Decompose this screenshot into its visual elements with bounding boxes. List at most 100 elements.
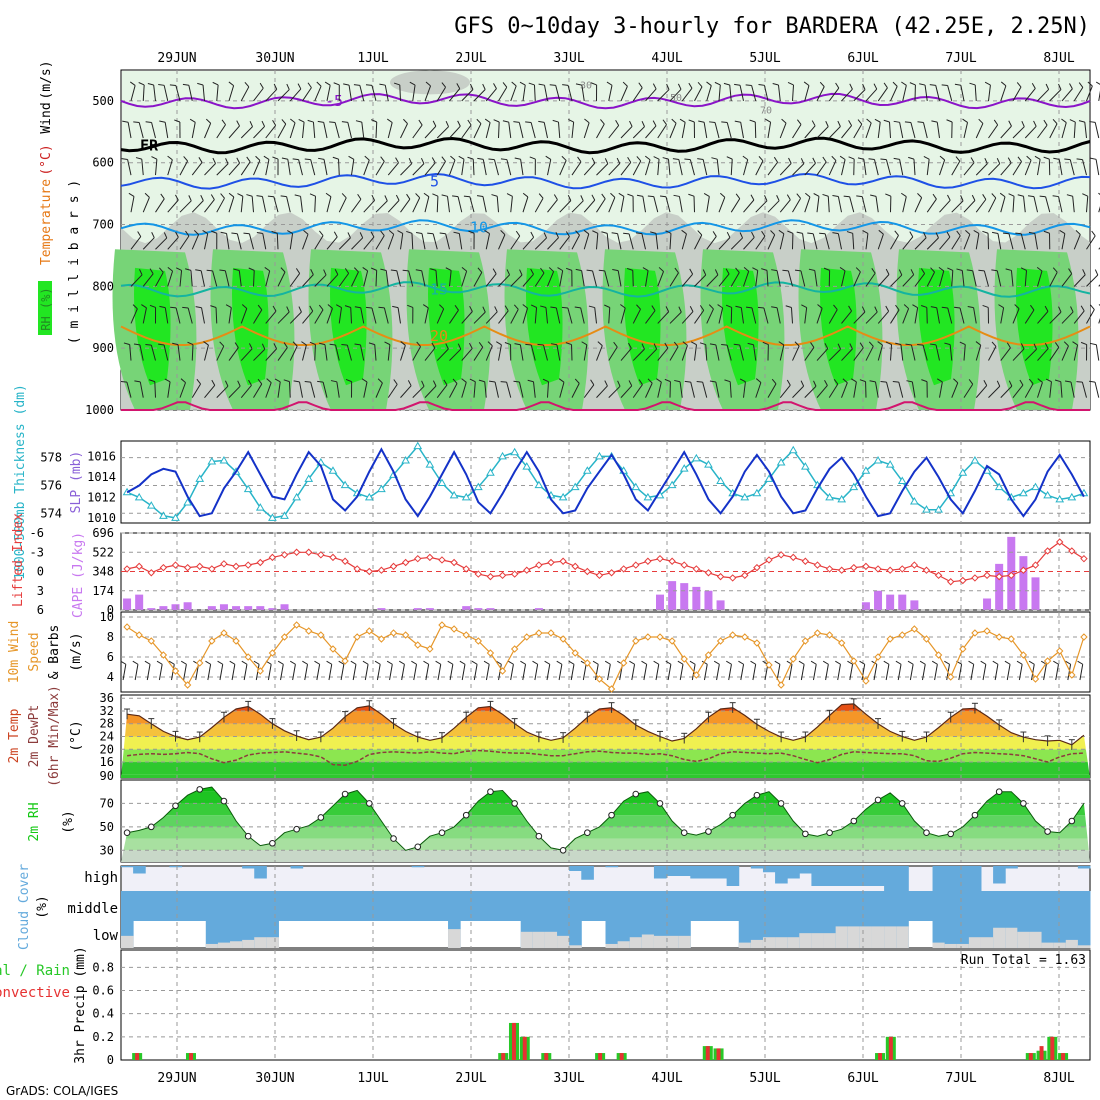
wind-barb bbox=[1024, 125, 1037, 139]
wind-barb-flag bbox=[522, 304, 528, 309]
wind-barb bbox=[277, 123, 287, 139]
wind-barb bbox=[804, 347, 815, 361]
lifted-index-marker bbox=[256, 558, 265, 567]
wind-barb-flag bbox=[453, 231, 460, 234]
wind-speed-marker bbox=[535, 629, 543, 637]
wind-barb-flag bbox=[380, 230, 385, 236]
thickness-tick-label: 576 bbox=[40, 478, 62, 492]
wind-barb-flag bbox=[800, 380, 805, 387]
wind-barb-flag bbox=[604, 158, 609, 164]
wind-barb-flag bbox=[850, 378, 857, 383]
rh-marker bbox=[971, 811, 979, 819]
wind-barb-flag bbox=[824, 379, 828, 386]
lifted-index-marker bbox=[474, 570, 483, 578]
wind-barb bbox=[963, 234, 971, 250]
wind-barb bbox=[445, 233, 450, 250]
wind-barb-flag bbox=[611, 232, 618, 235]
wind-barb-flag bbox=[773, 156, 778, 163]
temperature-contour-label: 20 bbox=[430, 327, 448, 345]
rh-contour-label: 70 bbox=[760, 105, 772, 116]
wind-barb bbox=[153, 84, 156, 101]
cloud-middle-bar bbox=[653, 891, 667, 921]
wind-barb-flag bbox=[1095, 81, 1100, 85]
wind-barb-flag bbox=[323, 269, 327, 276]
bottom-date-label: 8JUL bbox=[1043, 1071, 1074, 1086]
wind-barb-flag bbox=[395, 157, 399, 164]
wind-barb bbox=[387, 122, 393, 139]
wind-barb bbox=[890, 274, 903, 287]
cape-bar bbox=[886, 594, 895, 610]
wind-barb-flag bbox=[225, 304, 232, 309]
slp-tick-label: 1016 bbox=[87, 449, 116, 463]
wind-barb bbox=[240, 385, 252, 398]
wind-barb-flag bbox=[1016, 82, 1022, 88]
wind-barb-flag bbox=[280, 195, 287, 198]
cloud-level-label: high bbox=[84, 870, 118, 886]
wind-barb-flag bbox=[461, 266, 467, 272]
wind-barb bbox=[461, 89, 474, 102]
wind-barb bbox=[975, 345, 982, 361]
wind-barb-flag bbox=[175, 194, 179, 201]
wind-barb bbox=[387, 234, 395, 250]
surface-wind-barb-flag bbox=[1004, 660, 1011, 665]
cloud-high-bar bbox=[993, 866, 1006, 884]
lifted-index-marker bbox=[922, 566, 931, 574]
wind-barb bbox=[581, 270, 585, 287]
wind-barb bbox=[412, 163, 425, 176]
wind-barb bbox=[204, 344, 209, 361]
wind-barb bbox=[436, 196, 439, 213]
wind-barb-flag bbox=[697, 230, 703, 236]
wind-speed-marker bbox=[523, 633, 531, 641]
wind-barb-flag bbox=[666, 83, 670, 90]
wind-barb-flag bbox=[303, 229, 309, 235]
wind-barb-flag bbox=[656, 378, 662, 383]
cloud-high-bar bbox=[569, 866, 582, 871]
cloud-middle-bar bbox=[581, 891, 594, 921]
cloud-low-bar bbox=[557, 935, 570, 948]
pressure-axis-label: ( m i l l i b a r s ) bbox=[67, 180, 82, 344]
wind-barb bbox=[1000, 385, 1013, 398]
rh-marker bbox=[341, 790, 349, 798]
wind-barb-flag bbox=[423, 192, 430, 198]
wind-barb-flag bbox=[1021, 121, 1025, 127]
slp-marker bbox=[268, 513, 277, 521]
wind-barb bbox=[138, 122, 144, 139]
rh-marker bbox=[777, 800, 785, 807]
wind-barb bbox=[608, 385, 621, 398]
precip-tick-label: 0.8 bbox=[92, 960, 114, 974]
wind-barb bbox=[608, 163, 621, 176]
wind-barb-flag bbox=[158, 343, 165, 346]
wind-barb bbox=[277, 347, 288, 361]
wind-barb bbox=[645, 125, 657, 139]
lifted-index-marker bbox=[305, 548, 313, 556]
wind-barb bbox=[240, 126, 253, 139]
wind-barb bbox=[743, 199, 755, 213]
wind-barb-flag bbox=[960, 195, 964, 202]
wind-barb-flag bbox=[542, 378, 549, 383]
wind-barb-flag bbox=[757, 306, 764, 309]
wind-barb bbox=[265, 270, 271, 287]
wind-barb bbox=[792, 124, 802, 139]
chart-title: GFS 0~10day 3-hourly for BARDERA (42.25E… bbox=[454, 14, 1090, 39]
cloud-middle-bar bbox=[375, 891, 388, 921]
wind-barb-flag bbox=[941, 84, 948, 86]
lifted-index-marker bbox=[244, 561, 252, 569]
wind-barb bbox=[988, 163, 1001, 176]
wind-barb-flag bbox=[817, 304, 823, 309]
wind-barb-flag bbox=[561, 155, 567, 161]
lifted-index-marker bbox=[438, 556, 446, 564]
wind-barb-flag bbox=[1026, 155, 1032, 161]
wind-barb bbox=[1034, 233, 1038, 250]
surface-wind-barb bbox=[292, 664, 296, 681]
wind-barb-flag bbox=[528, 82, 535, 86]
wind-barb bbox=[665, 196, 671, 213]
surface-wind-barb-flag bbox=[871, 660, 878, 665]
slp-marker bbox=[558, 492, 568, 501]
wind-barb-flag bbox=[735, 193, 741, 199]
wind-barb bbox=[261, 196, 267, 213]
surface-wind-barb-flag bbox=[774, 660, 781, 665]
wind-barb bbox=[473, 346, 484, 361]
wind-barb bbox=[936, 122, 940, 139]
rh-band bbox=[121, 838, 1090, 851]
wind-barb-flag bbox=[514, 157, 521, 160]
